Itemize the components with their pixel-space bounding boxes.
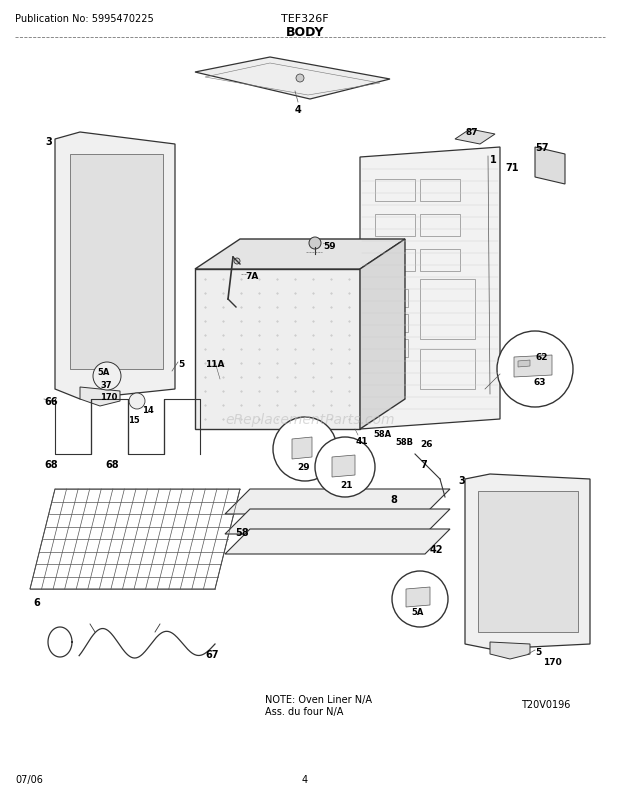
Bar [420,249,460,272]
Text: BODY: BODY [286,26,324,39]
Polygon shape [360,148,500,429]
Circle shape [315,437,375,497]
Circle shape [93,363,121,391]
Polygon shape [195,240,405,269]
Polygon shape [292,437,312,460]
Bar [375,215,415,237]
Text: 5: 5 [535,647,541,656]
Circle shape [234,259,240,265]
Polygon shape [332,456,355,477]
Text: 170: 170 [543,657,562,666]
Text: 26: 26 [420,439,433,448]
Polygon shape [514,355,552,378]
Text: Publication No: 5995470225: Publication No: 5995470225 [15,14,154,24]
Text: 29: 29 [297,463,309,472]
Text: 62: 62 [535,353,547,362]
Polygon shape [535,148,565,184]
Bar [420,180,460,202]
Polygon shape [360,240,405,429]
Polygon shape [70,155,163,370]
Text: 11A: 11A [205,359,224,369]
Text: 14: 14 [142,406,154,415]
Text: 5A: 5A [97,367,109,376]
Polygon shape [55,133,175,399]
Text: TEF326F: TEF326F [281,14,329,24]
Text: T20V0196: T20V0196 [521,699,570,709]
Polygon shape [225,509,450,534]
Text: eReplacementParts.com: eReplacementParts.com [225,412,395,427]
Polygon shape [195,269,360,429]
Polygon shape [406,587,430,607]
Text: 07/06: 07/06 [15,774,43,784]
Circle shape [273,418,337,481]
Polygon shape [518,361,530,367]
Text: 63: 63 [533,378,546,387]
Polygon shape [225,489,450,514]
Text: 7A: 7A [245,272,259,281]
Text: 4: 4 [295,105,302,115]
Text: 3: 3 [45,137,51,147]
Polygon shape [195,58,390,100]
Text: Ass. du four N/A: Ass. du four N/A [265,706,343,716]
Circle shape [129,394,145,410]
Text: 4: 4 [302,774,308,784]
Bar [378,314,408,333]
Text: 68: 68 [44,460,58,469]
Polygon shape [478,492,578,632]
Polygon shape [465,475,590,649]
Text: 37: 37 [100,380,112,390]
Text: 66: 66 [44,396,58,407]
Text: 41: 41 [356,436,369,445]
Text: 15: 15 [128,415,140,424]
Circle shape [392,571,448,627]
Circle shape [497,331,573,407]
Text: 1: 1 [490,155,497,164]
Polygon shape [455,130,495,145]
Text: 7: 7 [420,460,427,469]
Text: 5A: 5A [411,607,423,616]
Polygon shape [80,387,120,407]
Text: 58A: 58A [373,429,391,439]
Text: 58: 58 [235,528,249,537]
Text: 59: 59 [323,241,335,251]
Text: 42: 42 [430,545,443,554]
Text: NOTE: Oven Liner N/A: NOTE: Oven Liner N/A [265,695,372,704]
Text: 87: 87 [465,128,477,137]
Text: 58B: 58B [395,437,413,447]
Text: 68: 68 [105,460,118,469]
Bar [375,249,415,272]
Text: 21: 21 [340,480,353,489]
Text: 71: 71 [505,163,518,172]
Bar [378,339,408,358]
Polygon shape [490,642,530,659]
Bar [375,180,415,202]
Bar [420,350,475,390]
Circle shape [309,237,321,249]
Text: 3: 3 [458,476,465,485]
Bar [420,215,460,237]
Text: 170: 170 [100,392,117,402]
Circle shape [296,75,304,83]
Text: 6: 6 [33,597,40,607]
Text: 67: 67 [205,649,218,659]
Polygon shape [225,529,450,554]
Text: 57: 57 [535,143,549,153]
Text: 8: 8 [390,494,397,504]
Bar [378,290,408,308]
Bar [420,280,475,339]
Text: 5: 5 [178,359,184,369]
